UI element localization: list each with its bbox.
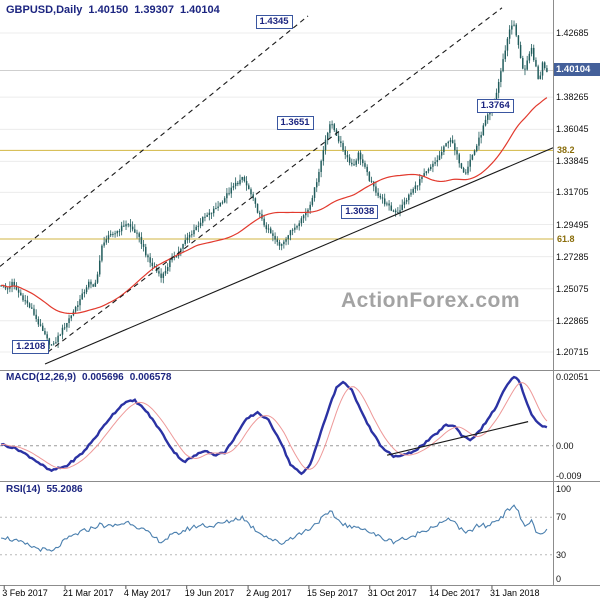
quote-value-2: 1.39307 — [134, 4, 174, 16]
symbol-timeframe-label: GBPUSD,Daily — [6, 4, 83, 16]
rsi-value: 55.2086 — [46, 484, 83, 495]
solid-trendline — [44, 147, 553, 365]
quote-value-1: 1.40150 — [88, 4, 129, 16]
chart-title: GBPUSD,Daily 1.40150 1.39307 1.40104 — [6, 4, 220, 16]
macd-value: 0.005696 — [82, 372, 124, 383]
watermark: ActionForex.com — [341, 289, 521, 312]
dashed-trendline — [47, 7, 503, 353]
macd-indicator-label: MACD(12,26,9) 0.005696 0.006578 — [6, 372, 171, 383]
macd-trendline — [386, 421, 529, 456]
price-pane-canvas[interactable] — [0, 7, 553, 365]
macd-signal-value: 0.006578 — [129, 372, 172, 383]
macd-pane-canvas[interactable] — [0, 375, 553, 476]
macd-name: MACD(12,26,9) — [6, 372, 77, 383]
moving-average-line — [1, 97, 548, 315]
rsi-line — [1, 504, 548, 553]
rsi-indicator-label: RSI(14) 55.2086 — [6, 484, 83, 495]
rsi-pane-canvas[interactable] — [0, 504, 553, 556]
dashed-trendline — [0, 15, 309, 267]
rsi-name: RSI(14) — [6, 484, 41, 495]
quote-value-3: 1.40104 — [179, 4, 220, 16]
macd-signal-line — [1, 382, 548, 470]
